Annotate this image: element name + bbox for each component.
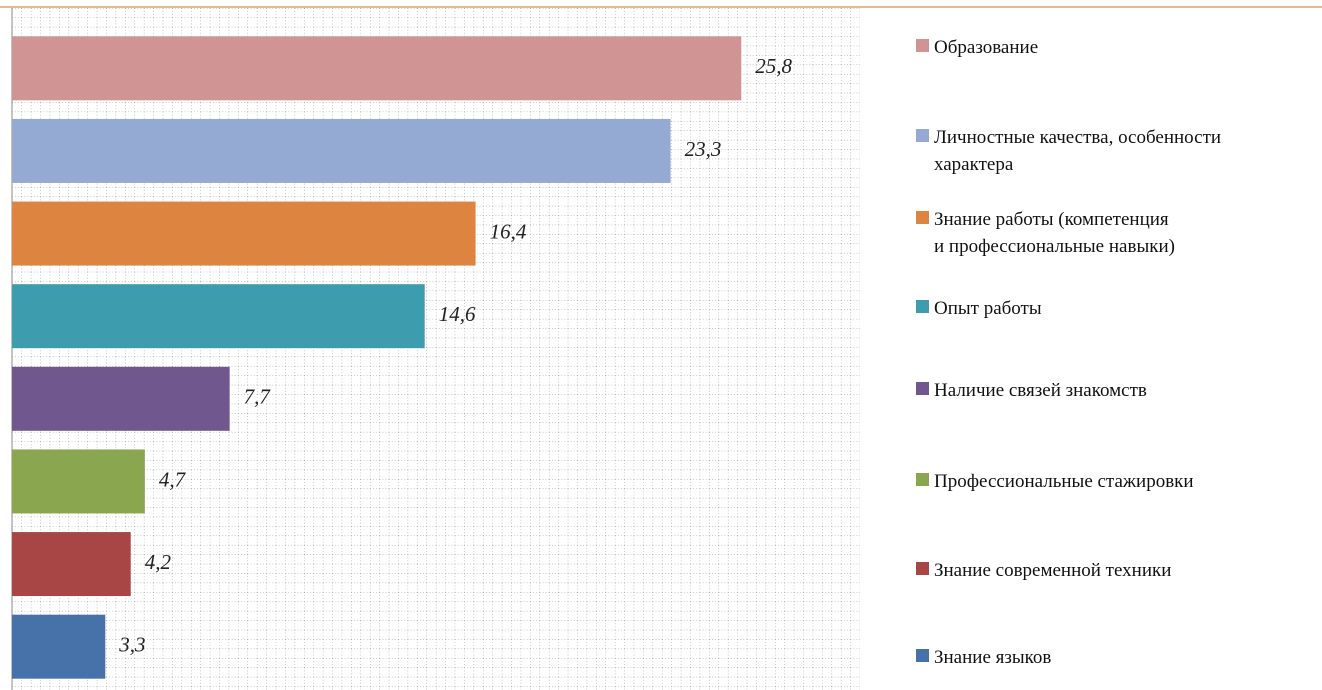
legend-item: Знание языков	[916, 644, 1051, 671]
legend-swatch	[916, 562, 929, 575]
legend-item: Личностные качества, особенности характе…	[916, 124, 1221, 178]
bar	[12, 36, 742, 101]
value-label: 23,3	[685, 137, 722, 161]
legend-item: Опыт работы	[916, 295, 1042, 322]
bar	[12, 449, 145, 514]
grid	[12, 8, 860, 690]
bar	[12, 366, 230, 431]
bar	[12, 614, 106, 679]
bar	[12, 284, 425, 349]
legend-swatch	[916, 211, 929, 224]
legend-label: Знание языков	[934, 647, 1052, 668]
legend-item: Знание работы (компетенция и профессиона…	[916, 206, 1175, 260]
bar	[12, 118, 671, 183]
value-label: 3,3	[118, 633, 145, 657]
legend-swatch	[916, 300, 929, 313]
legend-label: Личностные качества, особенности характе…	[934, 127, 1222, 175]
legend-label: Наличие связей знакомств	[934, 380, 1147, 401]
value-label: 4,7	[159, 467, 187, 491]
legend-item: Наличие связей знакомств	[916, 377, 1147, 404]
legend-swatch	[916, 649, 929, 662]
legend-swatch	[916, 473, 929, 486]
legend-item: Образование	[916, 34, 1038, 61]
legend-label: Знание работы (компетенция и профессиона…	[934, 209, 1175, 257]
legend-label: Опыт работы	[934, 298, 1042, 319]
legend-label: Знание современной техники	[934, 560, 1172, 581]
legend-label: Образование	[934, 37, 1039, 58]
value-label: 16,4	[490, 219, 527, 243]
bar	[12, 532, 131, 597]
legend-item: Профессиональные стажировки	[916, 468, 1194, 495]
value-label: 4,2	[145, 550, 172, 574]
legend-item: Знание современной техники	[916, 557, 1171, 584]
legend-swatch	[916, 129, 929, 142]
legend-label: Профессиональные стажировки	[934, 471, 1194, 492]
value-label: 25,8	[755, 54, 792, 78]
legend-swatch	[916, 39, 929, 52]
value-label: 7,7	[244, 385, 272, 409]
value-label: 14,6	[439, 302, 476, 326]
legend-swatch	[916, 382, 929, 395]
bar	[12, 201, 476, 266]
